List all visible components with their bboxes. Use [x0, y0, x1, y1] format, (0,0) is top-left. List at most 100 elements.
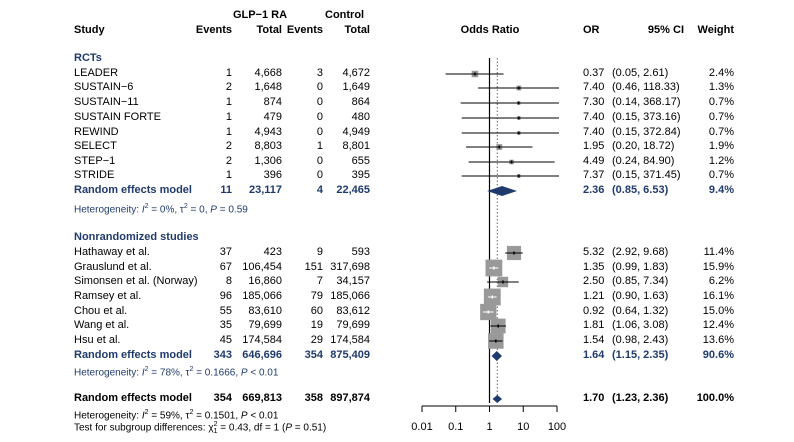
study-row-0-1-total-1: 1,648 [254, 81, 282, 93]
overall-row-or: 1.70 [583, 392, 605, 404]
study-row-1-0-ci: (2.92, 9.68) [612, 246, 669, 258]
x-tick-label-3: 10 [517, 421, 530, 433]
study-row-0-3-events-1: 1 [225, 111, 232, 123]
study-row-0-5-label: SELECT [74, 140, 117, 152]
pooled-row-0-or: 2.36 [583, 184, 605, 196]
study-row-0-2-ci: (0.14, 368.17) [612, 96, 681, 108]
study-row-0-4-total-1: 4,943 [254, 126, 282, 138]
study-row-0-7-weight: 0.7% [708, 169, 734, 181]
header-weight: Weight [697, 24, 734, 36]
overall-row-ci: (1.23, 2.36) [612, 392, 669, 404]
study-row-1-1-or: 1.35 [583, 261, 605, 273]
study-row-1-2-label: Simonsen et al. (Norway) [74, 275, 198, 287]
study-row-1-3-total-1: 185,066 [242, 290, 282, 302]
pooled-row-0-label: Random effects model [74, 184, 192, 196]
study-row-1-0-events-2: 9 [316, 246, 323, 258]
study-row-0-5-events-2: 1 [316, 140, 323, 152]
header-group2: Control [325, 9, 365, 21]
study-row-1-5-weight: 12.4% [702, 319, 734, 331]
pooled-diamond-0 [487, 186, 518, 196]
study-row-1-3-ci: (0.90, 1.63) [612, 290, 669, 302]
study-row-0-3-total-1: 479 [263, 111, 282, 123]
study-row-1-0-events-1: 37 [219, 246, 232, 258]
study-row-0-7-events-2: 0 [316, 169, 323, 181]
pooled-row-1-label: Random effects model [74, 349, 192, 361]
study-row-0-3-ci: (0.15, 373.16) [612, 111, 681, 123]
overall-row-weight: 100.0% [696, 392, 734, 404]
study-row-0-1-or: 7.40 [583, 81, 605, 93]
study-row-0-0-label: LEADER [74, 67, 119, 79]
study-row-1-2-or: 2.50 [583, 275, 605, 287]
pooled-row-1-total-1: 646,696 [242, 349, 282, 361]
study-row-1-5-total-2: 79,699 [336, 319, 370, 331]
overall-row-events-2: 358 [304, 392, 323, 404]
x-tick-label-2: 1 [486, 421, 493, 433]
pooled-diamond-1 [491, 351, 503, 361]
study-row-1-6-weight: 13.6% [702, 334, 734, 346]
study-row-0-4-total-2: 4,949 [342, 126, 370, 138]
study-row-0-6-total-2: 655 [351, 155, 370, 167]
study-row-0-1-events-2: 0 [316, 81, 323, 93]
overall-heterogeneity: Heterogeneity: I2 = 59%, τ2 = 0.1501, P … [74, 409, 279, 422]
study-row-1-6-total-1: 174,584 [242, 334, 282, 346]
pooled-row-0-events-2: 4 [316, 184, 323, 196]
pooled-row-1-ci: (1.15, 2.35) [612, 349, 669, 361]
study-row-0-5-total-1: 8,803 [254, 140, 282, 152]
pooled-row-1-events-2: 354 [304, 349, 323, 361]
study-row-1-1-ci: (0.99, 1.83) [612, 261, 669, 273]
study-row-0-3-or: 7.40 [583, 111, 605, 123]
study-row-1-5-label: Wang et al. [74, 319, 130, 331]
header-total-2: Total [344, 24, 370, 36]
study-row-1-0-total-2: 593 [351, 246, 370, 258]
study-row-0-5-or: 1.95 [583, 140, 605, 152]
header-odds-ratio: Odds Ratio [460, 24, 520, 36]
study-row-1-4-or: 0.92 [583, 305, 605, 317]
study-row-1-0-weight: 11.4% [703, 246, 734, 258]
pooled-row-0-events-1: 11 [220, 184, 232, 196]
study-row-1-6-total-2: 174,584 [330, 334, 370, 346]
study-row-1-0-or: 5.32 [583, 246, 605, 258]
study-row-0-2-or: 7.30 [583, 96, 605, 108]
study-row-0-0-events-1: 1 [225, 67, 232, 79]
x-tick-label-1: 0.1 [448, 421, 464, 433]
pooled-row-0-weight: 9.4% [708, 184, 734, 196]
study-row-1-4-ci: (0.64, 1.32) [612, 305, 669, 317]
study-row-0-6-events-2: 0 [316, 155, 323, 167]
study-row-0-2-events-2: 0 [316, 96, 323, 108]
study-row-0-0-ci: (0.05, 2.61) [612, 67, 669, 79]
study-row-1-2-weight: 6.2% [708, 275, 734, 287]
study-row-0-0-events-2: 3 [316, 67, 323, 79]
pooled-row-0-total-2: 22,465 [336, 184, 370, 196]
study-row-1-5-ci: (1.06, 3.08) [612, 319, 669, 331]
study-row-0-5-weight: 1.9% [708, 140, 734, 152]
study-row-0-7-ci: (0.15, 371.45) [612, 169, 681, 181]
overall-row-events-1: 354 [213, 392, 232, 404]
study-row-0-4-events-2: 0 [316, 126, 323, 138]
header-total-1: Total [256, 24, 282, 36]
study-row-1-6-events-1: 45 [219, 334, 232, 346]
study-row-1-0-label: Hathaway et al. [74, 246, 150, 258]
study-row-0-4-events-1: 1 [225, 126, 232, 138]
header-events-1: Events [195, 24, 232, 36]
study-row-1-4-total-1: 83,610 [248, 305, 282, 317]
x-tick-label-0: 0.01 [411, 421, 433, 433]
study-row-0-6-weight: 1.2% [708, 155, 734, 167]
study-row-1-2-total-2: 34,157 [336, 275, 370, 287]
study-row-1-2-events-2: 7 [316, 275, 323, 287]
pooled-row-0-ci: (0.85, 6.53) [612, 184, 669, 196]
pooled-row-1-events-1: 343 [213, 349, 232, 361]
study-row-1-2-ci: (0.85, 7.34) [612, 275, 669, 287]
overall-diamond [492, 395, 503, 403]
study-row-0-2-total-1: 874 [263, 96, 282, 108]
study-row-0-5-ci: (0.20, 18.72) [612, 140, 675, 152]
overall-row-label: Random effects model [74, 392, 192, 404]
study-row-1-1-events-1: 67 [219, 261, 232, 273]
study-row-1-2-events-1: 8 [225, 275, 232, 287]
study-row-1-4-label: Chou et al. [74, 305, 128, 317]
pooled-row-1-total-2: 875,409 [330, 349, 370, 361]
study-row-0-5-events-1: 2 [225, 140, 232, 152]
study-row-0-6-or: 4.49 [583, 155, 605, 167]
study-row-0-7-or: 7.37 [583, 169, 605, 181]
